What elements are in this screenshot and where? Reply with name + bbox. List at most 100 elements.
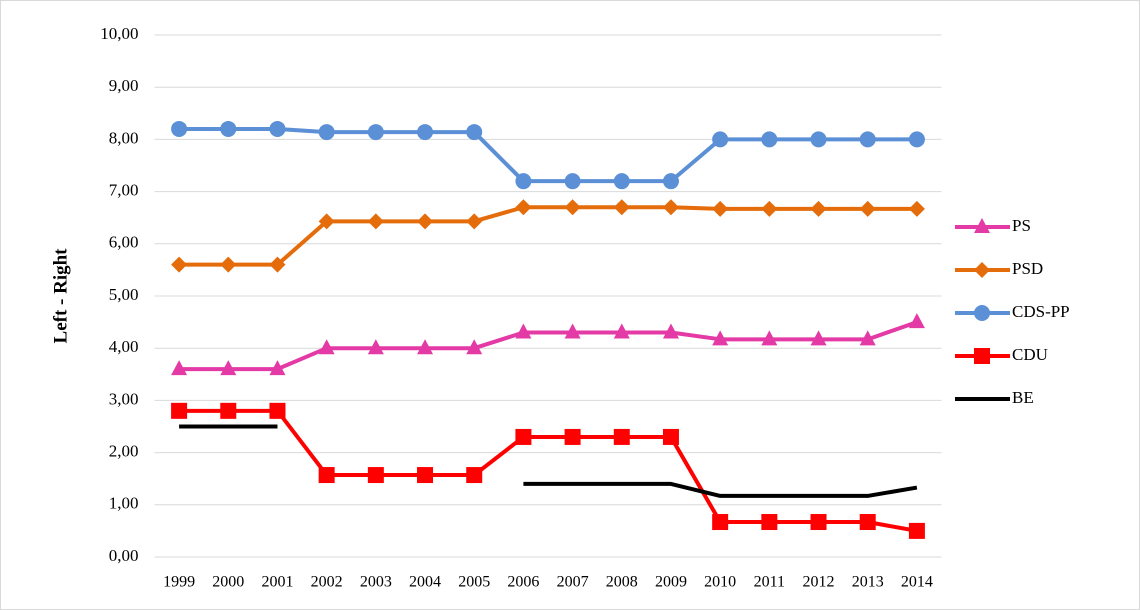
data-point bbox=[761, 330, 778, 346]
x-tick-label: 2000 bbox=[212, 574, 244, 591]
x-tick-label: 2007 bbox=[557, 574, 589, 591]
data-point bbox=[515, 428, 532, 445]
data-point bbox=[810, 200, 827, 217]
data-point bbox=[417, 213, 434, 230]
legend-marker bbox=[974, 348, 990, 364]
data-point bbox=[564, 199, 581, 216]
legend-label: CDS-PP bbox=[1012, 302, 1070, 321]
data-point bbox=[171, 120, 188, 137]
data-point bbox=[318, 467, 335, 484]
legend-label: CDU bbox=[1012, 345, 1048, 364]
data-point bbox=[908, 313, 925, 329]
data-point bbox=[810, 330, 827, 346]
y-tick-label: 10,00 bbox=[100, 24, 138, 43]
data-point bbox=[417, 339, 434, 355]
x-tick-label: 2004 bbox=[409, 574, 441, 591]
y-tick-label: 8,00 bbox=[109, 128, 139, 147]
y-tick-label: 3,00 bbox=[109, 389, 139, 408]
y-tick-label: 9,00 bbox=[109, 76, 139, 95]
data-point bbox=[466, 213, 483, 230]
x-tick-label: 2001 bbox=[261, 574, 293, 591]
x-tick-label: 2003 bbox=[360, 574, 392, 591]
data-point bbox=[318, 339, 335, 355]
x-tick-label: 2009 bbox=[655, 574, 687, 591]
series-line bbox=[179, 320, 918, 372]
data-point bbox=[712, 131, 729, 148]
legend-marker bbox=[974, 218, 990, 233]
data-point bbox=[810, 131, 827, 148]
data-point bbox=[564, 173, 581, 190]
data-point bbox=[269, 120, 286, 137]
data-point bbox=[171, 360, 188, 376]
data-point bbox=[220, 360, 237, 376]
data-point bbox=[712, 514, 729, 531]
data-point bbox=[613, 428, 630, 445]
data-point bbox=[662, 428, 679, 445]
data-point bbox=[367, 124, 384, 141]
data-point bbox=[515, 199, 532, 216]
data-point bbox=[613, 323, 630, 339]
data-point bbox=[318, 124, 335, 141]
x-tick-label: 2013 bbox=[852, 574, 884, 591]
x-tick-label: 2006 bbox=[507, 574, 539, 591]
data-point bbox=[761, 200, 778, 217]
data-point bbox=[859, 330, 876, 346]
data-point bbox=[859, 514, 876, 531]
x-tick-label: 2008 bbox=[606, 574, 638, 591]
data-point bbox=[171, 256, 188, 273]
data-point bbox=[220, 120, 237, 137]
data-point bbox=[466, 124, 483, 141]
data-point bbox=[466, 467, 483, 484]
data-point bbox=[367, 467, 384, 484]
x-tick-label: 2002 bbox=[311, 574, 343, 591]
data-point bbox=[318, 213, 335, 230]
x-tick-label: 2005 bbox=[458, 574, 490, 591]
y-tick-label: 1,00 bbox=[109, 494, 139, 513]
data-point bbox=[269, 256, 286, 273]
series-line bbox=[179, 408, 918, 533]
data-point bbox=[662, 323, 679, 339]
data-point bbox=[220, 256, 237, 273]
y-tick-label: 6,00 bbox=[109, 233, 139, 252]
data-point bbox=[417, 467, 434, 484]
series-line bbox=[179, 126, 917, 184]
data-point bbox=[908, 131, 925, 148]
y-tick-label: 2,00 bbox=[109, 442, 139, 461]
series-line bbox=[179, 424, 918, 498]
data-point bbox=[859, 131, 876, 148]
data-point bbox=[613, 173, 630, 190]
data-point bbox=[171, 402, 188, 419]
x-tick-label: 2011 bbox=[754, 574, 785, 591]
y-tick-label: 7,00 bbox=[109, 181, 139, 200]
y-tick-label: 4,00 bbox=[109, 337, 139, 356]
data-point bbox=[515, 323, 532, 339]
data-point bbox=[712, 200, 729, 217]
data-point bbox=[908, 200, 925, 217]
legend-marker bbox=[974, 305, 990, 321]
data-point bbox=[613, 199, 630, 216]
data-point bbox=[662, 199, 679, 216]
data-point bbox=[564, 428, 581, 445]
y-axis-label: Left - Right bbox=[50, 248, 71, 344]
data-point bbox=[761, 131, 778, 148]
data-point bbox=[417, 124, 434, 141]
series-line bbox=[179, 205, 917, 267]
data-point bbox=[761, 514, 778, 531]
legend-label: PS bbox=[1012, 216, 1031, 235]
data-point bbox=[367, 213, 384, 230]
x-tick-label: 1999 bbox=[163, 574, 195, 591]
x-tick-label: 2010 bbox=[704, 574, 736, 591]
legend-label: BE bbox=[1012, 388, 1034, 407]
x-tick-label: 2014 bbox=[901, 574, 933, 591]
data-point bbox=[269, 360, 286, 376]
legend-marker bbox=[974, 262, 990, 278]
data-point bbox=[564, 323, 581, 339]
data-point bbox=[662, 173, 679, 190]
legend-label: PSD bbox=[1012, 259, 1043, 278]
data-point bbox=[515, 173, 532, 190]
x-tick-label: 2012 bbox=[803, 574, 835, 591]
data-point bbox=[859, 200, 876, 217]
data-point bbox=[908, 522, 925, 539]
